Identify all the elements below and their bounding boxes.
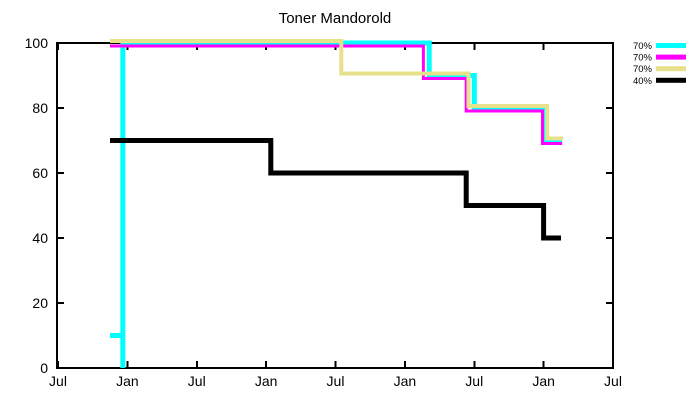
y-tick-label: 80	[32, 100, 48, 116]
x-tick-label: Jul	[188, 373, 206, 389]
legend-label-black: 40%	[633, 76, 653, 87]
x-tick-label: Jul	[604, 373, 622, 389]
series-line-black	[110, 138, 561, 241]
chart-title: Toner Mandorold	[278, 10, 392, 27]
y-tick-label: 0	[40, 360, 48, 376]
x-tick-label: Jul	[49, 373, 67, 389]
x-tick-label: Jan	[116, 373, 139, 389]
legend-swatch-cyan	[656, 43, 686, 48]
x-tick-label: Jul	[327, 373, 345, 389]
legend-label-magenta: 70%	[633, 53, 653, 64]
legend-swatch-magenta	[656, 54, 686, 60]
y-tick-label: 100	[25, 35, 49, 51]
legend-label-yellow: 70%	[633, 64, 653, 75]
legend-swatch-yellow	[656, 66, 686, 72]
series-line-magenta	[110, 44, 563, 145]
x-tick-label: Jan	[394, 373, 417, 389]
x-tick-label: Jan	[255, 373, 278, 389]
y-tick-label: 60	[32, 165, 48, 181]
series-line-yellow	[110, 39, 564, 141]
x-tick-label: Jul	[465, 373, 483, 389]
legend-swatch-black	[656, 77, 686, 83]
x-tick-label: Jan	[532, 373, 555, 389]
y-tick-label: 20	[32, 295, 48, 311]
legend-label-cyan: 70%	[633, 41, 653, 52]
y-tick-label: 40	[32, 230, 48, 246]
